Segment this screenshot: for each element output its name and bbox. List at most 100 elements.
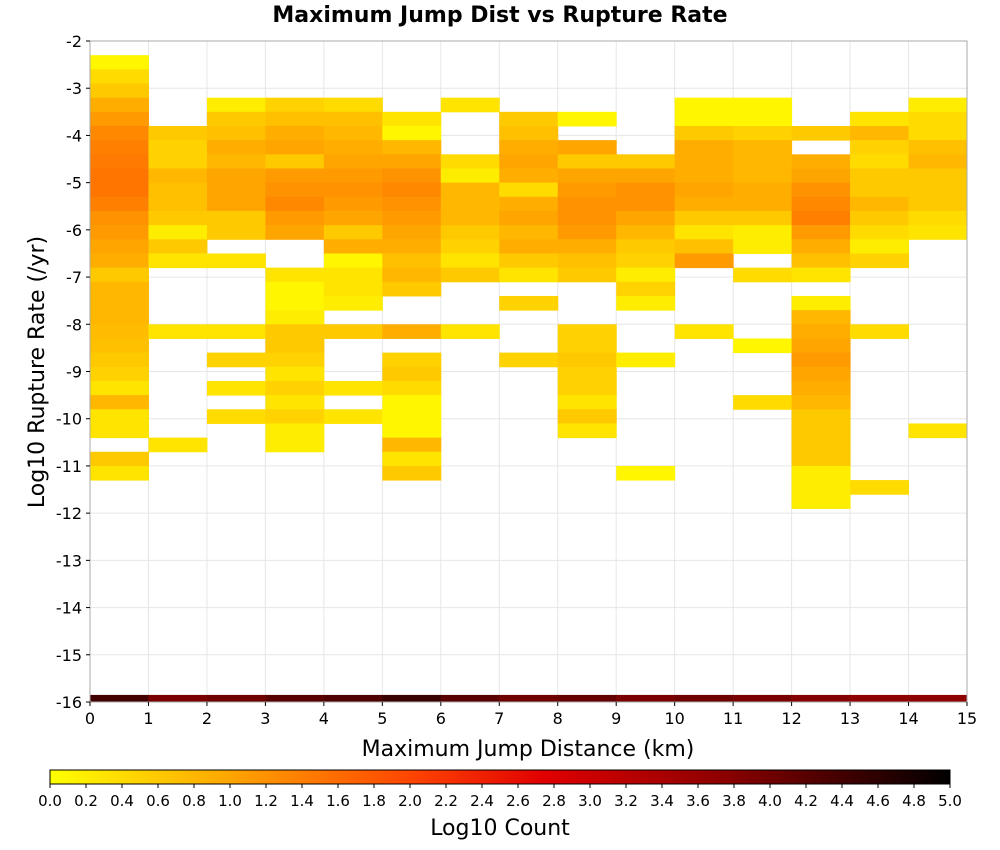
x-tick-label: 5 — [377, 709, 387, 728]
heatmap-cell — [733, 125, 793, 141]
heatmap-cell — [382, 380, 442, 396]
heatmap-cell — [206, 154, 266, 169]
y-tick-label: -5 — [66, 174, 82, 193]
heatmap-cell — [382, 154, 442, 169]
heatmap-cell — [382, 366, 442, 382]
heatmap-cell — [148, 225, 208, 240]
heatmap-cell — [908, 196, 968, 212]
heatmap-cell — [440, 210, 500, 226]
heatmap-cell — [90, 154, 149, 169]
y-tick-label: -10 — [56, 410, 82, 429]
heatmap-cell — [791, 324, 851, 339]
colorbar-tick-label: 2.0 — [398, 792, 422, 810]
heatmap-cell — [148, 182, 208, 198]
colorbar-tick-label: 4.2 — [794, 792, 818, 810]
heatmap-cell — [90, 210, 149, 226]
heatmap-cell — [674, 97, 734, 113]
heatmap-cell — [674, 182, 734, 198]
x-tick-label: 14 — [898, 709, 918, 728]
heatmap-cell — [791, 380, 851, 396]
heatmap-cell — [148, 168, 208, 184]
heatmap-cell — [440, 182, 500, 198]
heatmap-cell — [90, 97, 149, 113]
heatmap-cell — [850, 694, 910, 703]
heatmap-cell — [323, 253, 383, 269]
heatmap-cell — [265, 380, 325, 396]
heatmap-cell — [382, 182, 442, 198]
heatmap-cell — [674, 168, 734, 184]
heatmap-cell — [148, 694, 208, 703]
heatmap-cell — [90, 352, 149, 368]
y-tick-label: -15 — [56, 646, 82, 665]
colorbar-tick-label: 1.2 — [254, 792, 278, 810]
heatmap-cell — [499, 196, 559, 212]
heatmap-cell — [206, 125, 266, 141]
heatmap-cell — [733, 196, 793, 212]
heatmap-cell — [90, 324, 149, 339]
x-tick-label: 2 — [202, 709, 212, 728]
y-tick-label: -7 — [66, 268, 82, 287]
heatmap-cell — [148, 210, 208, 226]
heatmap-cell — [90, 140, 149, 155]
heatmap-cell — [850, 154, 910, 169]
heatmap-cell — [616, 281, 676, 297]
heatmap-cell — [382, 423, 442, 439]
heatmap-cell — [265, 111, 325, 127]
heatmap-cell — [850, 210, 910, 226]
heatmap-cell — [499, 111, 559, 127]
y-tick-label: -6 — [66, 221, 82, 240]
heatmap-cell — [908, 140, 968, 155]
heatmap-cell — [791, 451, 851, 467]
colorbar-tick-label: 4.4 — [830, 792, 854, 810]
y-tick-label: -13 — [56, 551, 82, 570]
heatmap-cell — [265, 366, 325, 382]
heatmap-cell — [791, 395, 851, 410]
heatmap-cell — [90, 55, 149, 70]
heatmap-cell — [382, 239, 442, 254]
heatmap-cell — [850, 239, 910, 254]
heatmap-cell — [850, 125, 910, 141]
heatmap-cell — [148, 253, 208, 269]
heatmap-cell — [557, 225, 617, 240]
colorbar-tick-label: 0.0 — [38, 792, 62, 810]
colorbar-tick-label: 3.6 — [686, 792, 710, 810]
heatmap-cell — [323, 125, 383, 141]
heatmap-cell — [265, 437, 325, 453]
heatmap-cell — [850, 253, 910, 269]
x-tick-label: 4 — [319, 709, 329, 728]
colorbar-tick-label: 4.6 — [866, 792, 890, 810]
colorbar-tick-label: 0.6 — [146, 792, 170, 810]
heatmap-cell — [674, 210, 734, 226]
heatmap-cell — [733, 182, 793, 198]
heatmap-cell — [265, 196, 325, 212]
heatmap-cell — [557, 239, 617, 254]
heatmap-cell — [557, 409, 617, 424]
x-tick-label: 15 — [957, 709, 977, 728]
colorbar-tick-label: 4.0 — [758, 792, 782, 810]
heatmap-cell — [674, 111, 734, 127]
heatmap-cell — [206, 324, 266, 339]
y-tick-label: -16 — [56, 693, 82, 712]
y-axis-ticks: -2 -3 -4 -5 -6 -7 -8 -9 -10 -11 -12 -13 -14 -15 -16 — [56, 32, 90, 712]
heatmap-cell — [148, 140, 208, 155]
colorbar-tick-label: 3.0 — [578, 792, 602, 810]
heatmap-cell — [557, 253, 617, 269]
heatmap-cell — [791, 352, 851, 368]
heatmap-cell — [557, 168, 617, 184]
heatmap-cell — [440, 267, 500, 283]
heatmap-cell — [265, 168, 325, 184]
colorbar-tick-label: 2.6 — [506, 792, 530, 810]
heatmap-cell — [499, 125, 559, 141]
x-tick-label: 11 — [723, 709, 743, 728]
y-tick-label: -12 — [56, 504, 82, 523]
colorbar-tick-label: 1.8 — [362, 792, 386, 810]
heatmap-cell — [791, 437, 851, 453]
y-tick-label: -9 — [66, 363, 82, 382]
heatmap-cell — [908, 225, 968, 240]
heatmap-cell — [382, 324, 442, 339]
heatmap-cell — [440, 694, 500, 703]
heatmap-cell — [499, 253, 559, 269]
heatmap-cell — [148, 239, 208, 254]
heatmap-cell — [557, 267, 617, 283]
